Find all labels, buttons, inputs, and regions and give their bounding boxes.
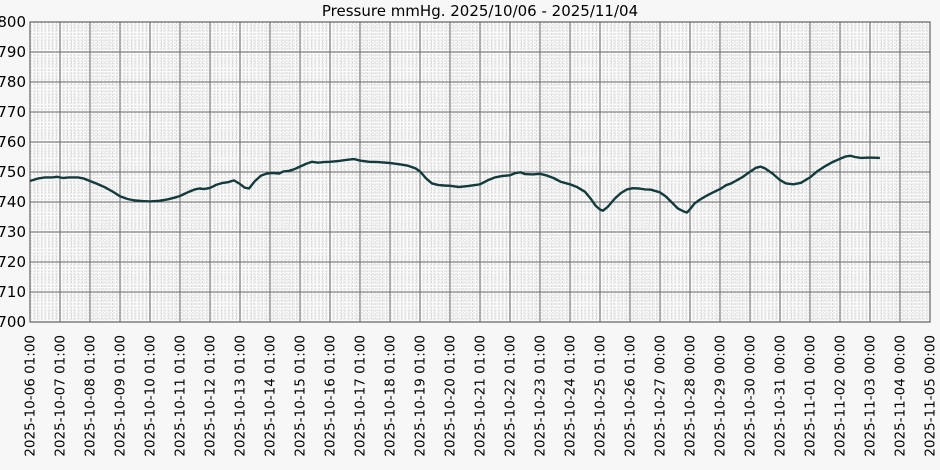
x-tick-label: 2025-10-07 01:00	[53, 335, 69, 457]
x-tick-label: 2025-10-15 01:00	[293, 335, 309, 457]
x-tick-label: 2025-10-27 00:00	[653, 335, 669, 457]
x-tick-label: 2025-11-04 00:00	[893, 335, 909, 457]
x-tick-label: 2025-10-20 01:00	[443, 335, 459, 457]
x-tick-label: 2025-10-23 01:00	[533, 335, 549, 457]
x-tick-label: 2025-10-08 01:00	[83, 335, 99, 457]
x-tick-label: 2025-11-02 00:00	[833, 335, 849, 457]
y-tick-label: 730	[0, 223, 26, 241]
x-tick-label: 2025-10-06 01:00	[23, 335, 39, 457]
y-tick-label: 720	[0, 253, 26, 271]
y-tick-label: 770	[0, 103, 26, 121]
y-tick-label: 740	[0, 193, 26, 211]
x-tick-label: 2025-10-16 01:00	[323, 335, 339, 457]
chart-title: Pressure mmHg. 2025/10/06 - 2025/11/04	[321, 2, 639, 20]
x-tick-label: 2025-10-28 00:00	[683, 335, 699, 457]
x-tick-label: 2025-10-17 01:00	[353, 335, 369, 457]
x-tick-label: 2025-10-13 01:00	[233, 335, 249, 457]
x-tick-label: 2025-10-12 01:00	[203, 335, 219, 457]
x-tick-label: 2025-10-11 01:00	[173, 335, 189, 457]
x-tick-label: 2025-10-10 01:00	[143, 335, 159, 457]
y-tick-label: 800	[0, 13, 26, 31]
x-tick-label: 2025-10-29 00:00	[713, 335, 729, 457]
x-tick-label: 2025-10-30 00:00	[743, 335, 759, 457]
x-tick-label: 2025-10-09 01:00	[113, 335, 129, 457]
x-tick-label: 2025-10-24 01:00	[563, 335, 579, 457]
y-tick-label: 780	[0, 73, 26, 91]
x-tick-label: 2025-11-03 00:00	[863, 335, 879, 457]
x-tick-label: 2025-10-25 01:00	[593, 335, 609, 457]
x-tick-label: 2025-10-19 01:00	[413, 335, 429, 457]
x-tick-label: 2025-10-18 01:00	[383, 335, 399, 457]
x-tick-label: 2025-11-01 00:00	[803, 335, 819, 457]
x-tick-label: 2025-10-26 01:00	[623, 335, 639, 457]
y-tick-label: 790	[0, 43, 26, 61]
x-tick-label: 2025-10-31 00:00	[773, 335, 789, 457]
x-tick-label: 2025-10-21 01:00	[473, 335, 489, 457]
y-tick-label: 760	[0, 133, 26, 151]
x-tick-label: 2025-10-14 01:00	[263, 335, 279, 457]
y-tick-label: 750	[0, 163, 26, 181]
y-tick-label: 700	[0, 313, 26, 331]
y-tick-label: 710	[0, 283, 26, 301]
x-tick-label: 2025-10-22 01:00	[503, 335, 519, 457]
x-tick-label: 2025-11-05 00:00	[923, 335, 939, 457]
